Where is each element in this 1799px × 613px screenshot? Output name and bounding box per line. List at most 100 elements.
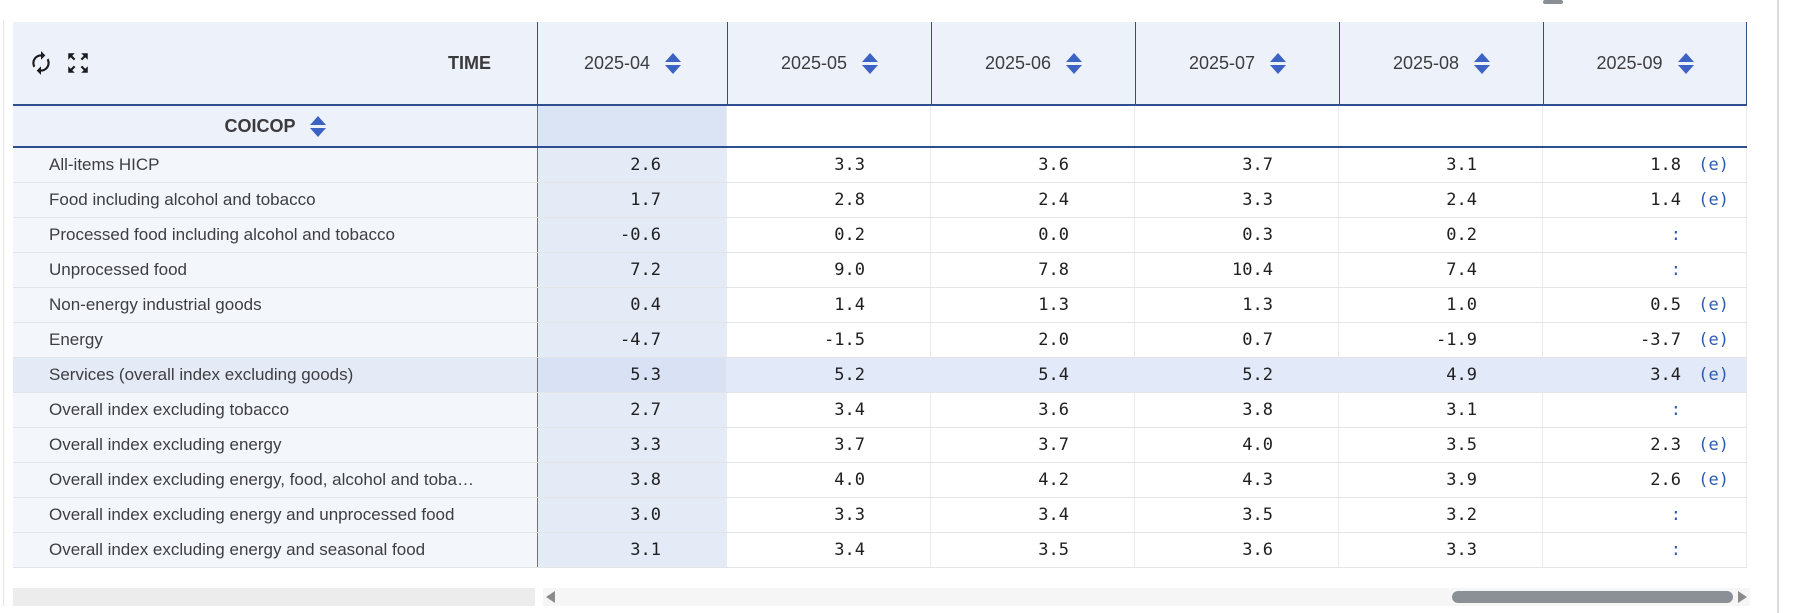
scroll-right-arrow-icon[interactable] (1738, 591, 1747, 603)
cell-value: 2.6 (1650, 470, 1681, 490)
value-cell: -4.7 (537, 323, 727, 357)
value-cell: 0.4 (537, 288, 727, 322)
time-header-cell: TIME (13, 22, 537, 104)
sort-up-icon (665, 52, 682, 62)
expand-icon[interactable] (65, 50, 91, 76)
row-label: Energy (13, 323, 537, 357)
cell-value: 0.3 (1242, 225, 1273, 245)
coicop-row-cell (537, 106, 727, 146)
value-cell: 3.3 (727, 498, 931, 532)
value-cell: 3.4 (e) (1543, 358, 1747, 392)
value-cell: 2.3 (e) (1543, 428, 1747, 462)
column-header-label: 2025-05 (780, 52, 848, 73)
sort-up-icon (1677, 52, 1694, 62)
value-cell: 5.4 (931, 358, 1135, 392)
value-cell: 7.2 (537, 253, 727, 287)
sort-icon[interactable] (1066, 52, 1083, 74)
cell-value: 1.4 (1650, 190, 1681, 210)
value-cell: 3.1 (537, 533, 727, 567)
cell-value: 1.0 (1446, 295, 1477, 315)
cell-value: 4.2 (1038, 470, 1069, 490)
column-header-2025-09[interactable]: 2025-09 (1543, 22, 1747, 104)
table-row: Food including alcohol and tobacco 1.7 2.8… (13, 183, 1747, 218)
value-cell: 3.6 (931, 393, 1135, 427)
cell-value: 2.4 (1038, 190, 1069, 210)
cell-value: 3.5 (1038, 540, 1069, 560)
cell-value: 2.3 (1650, 435, 1681, 455)
table-row: Overall index excluding energy and seaso… (13, 533, 1747, 568)
value-cell: 0.2 (727, 218, 931, 252)
cell-value: 3.4 (834, 540, 865, 560)
cell-value: 5.4 (1038, 365, 1069, 385)
sort-icon[interactable] (1270, 52, 1287, 74)
sort-icon[interactable] (1474, 52, 1491, 74)
value-cell: 0.2 (1339, 218, 1543, 252)
value-cell: : (1543, 393, 1747, 427)
column-header-label: 2025-08 (1392, 52, 1460, 73)
cell-value: 0.2 (834, 225, 865, 245)
cell-value: 3.3 (1242, 190, 1273, 210)
value-cell: 3.4 (727, 393, 931, 427)
cell-value: 3.9 (1446, 470, 1477, 490)
value-cell: 3.1 (1339, 393, 1543, 427)
coicop-header-label: COICOP (224, 115, 296, 136)
value-cell: -3.7 (e) (1543, 323, 1747, 357)
cell-value: 2.0 (1038, 330, 1069, 350)
swap-axes-icon[interactable] (28, 50, 54, 76)
cell-flag: (e) (1698, 365, 1729, 385)
table-row: Overall index excluding energy and unpro… (13, 498, 1747, 533)
row-label: Processed food including alcohol and tob… (13, 218, 537, 252)
hicp-data-table: TIME 2025-04 2025-05 2025-06 2025-07 2025-08… (13, 22, 1747, 568)
row-label: Unprocessed food (13, 253, 537, 287)
cell-value: 10.4 (1232, 260, 1273, 280)
column-header-2025-05[interactable]: 2025-05 (727, 22, 931, 104)
value-cell: 3.4 (931, 498, 1135, 532)
cell-value: 3.5 (1242, 505, 1273, 525)
value-cell: 5.2 (727, 358, 931, 392)
value-cell: 5.2 (1135, 358, 1339, 392)
coicop-header-cell[interactable]: COICOP (13, 106, 537, 146)
cell-value: 0.2 (1446, 225, 1477, 245)
coicop-row-cell (727, 106, 931, 146)
cell-flag: (e) (1698, 155, 1729, 175)
value-cell: 4.0 (1135, 428, 1339, 462)
cell-value: 5.2 (834, 365, 865, 385)
column-header-label: 2025-09 (1596, 52, 1663, 73)
row-label: Overall index excluding energy (13, 428, 537, 462)
table-row: Overall index excluding tobacco 2.7 3.4 3.6… (13, 393, 1747, 428)
value-cell: 3.0 (537, 498, 727, 532)
value-cell: 1.7 (537, 183, 727, 217)
table-row: All-items HICP 2.6 3.3 3.6 3.7 3.1 1.8 (e) (13, 148, 1747, 183)
column-header-2025-08[interactable]: 2025-08 (1339, 22, 1543, 104)
cell-value: 3.4 (1038, 505, 1069, 525)
value-cell: 3.2 (1339, 498, 1543, 532)
label-column-scrollbar-track[interactable] (13, 588, 535, 606)
sort-down-icon (862, 64, 879, 74)
value-cell: 7.8 (931, 253, 1135, 287)
sort-down-icon (1474, 64, 1491, 74)
cell-value: 3.3 (834, 155, 865, 175)
value-cell: 1.4 (727, 288, 931, 322)
value-cell: 5.3 (537, 358, 727, 392)
value-cell: 9.0 (727, 253, 931, 287)
column-header-label: 2025-04 (583, 52, 651, 73)
row-label: All-items HICP (13, 148, 537, 182)
horizontal-scrollbar-thumb[interactable] (1452, 591, 1733, 603)
sort-icon[interactable] (862, 52, 879, 74)
column-header-2025-04[interactable]: 2025-04 (537, 22, 727, 104)
sort-down-icon (1270, 64, 1287, 74)
column-header-2025-07[interactable]: 2025-07 (1135, 22, 1339, 104)
sort-icon[interactable] (309, 115, 326, 137)
sort-icon[interactable] (665, 52, 682, 74)
column-header-2025-06[interactable]: 2025-06 (931, 22, 1135, 104)
value-cell: 3.8 (537, 463, 727, 497)
cell-value: 3.3 (834, 505, 865, 525)
value-cell: 1.3 (1135, 288, 1339, 322)
cell-value: 3.4 (1650, 365, 1681, 385)
sort-up-icon (1270, 52, 1287, 62)
cell-value: 0.7 (1242, 330, 1273, 350)
sort-icon[interactable] (1677, 52, 1694, 74)
scroll-left-arrow-icon[interactable] (546, 591, 555, 603)
value-cell: 0.3 (1135, 218, 1339, 252)
cell-flag: (e) (1698, 435, 1729, 455)
